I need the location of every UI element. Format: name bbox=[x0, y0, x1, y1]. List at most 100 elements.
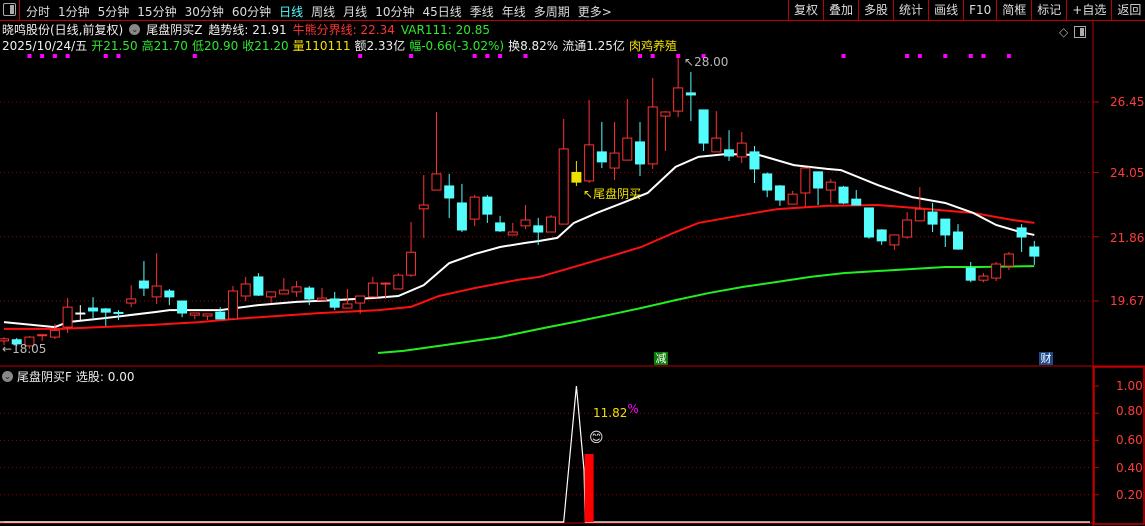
toolbar-button[interactable]: 简框 bbox=[996, 0, 1031, 20]
signal-dot bbox=[968, 54, 973, 58]
candle-body bbox=[151, 285, 162, 298]
candle bbox=[1016, 224, 1027, 252]
indicator-name[interactable]: 尾盘阴买Z bbox=[146, 23, 203, 37]
period-tab[interactable]: 月线 bbox=[343, 5, 368, 19]
reduce-badge[interactable]: 减 bbox=[654, 352, 668, 365]
candle bbox=[762, 172, 773, 198]
candle-body bbox=[762, 173, 773, 191]
toolbar-button[interactable]: 画线 bbox=[928, 0, 963, 20]
candle-body bbox=[1029, 246, 1040, 257]
candle-body bbox=[202, 313, 213, 317]
candle bbox=[520, 205, 531, 230]
indicator-menu-icon[interactable]: ⌄ bbox=[2, 371, 13, 382]
period-tab[interactable]: 分时 bbox=[26, 5, 51, 19]
candle-body bbox=[800, 167, 811, 194]
period-tab[interactable]: 年线 bbox=[501, 5, 526, 19]
candle-body bbox=[342, 303, 353, 309]
candle bbox=[431, 111, 442, 191]
candle-body bbox=[1003, 253, 1014, 267]
candle bbox=[393, 273, 404, 290]
signal-dot bbox=[65, 54, 70, 58]
price-tick: 19.67 bbox=[1110, 294, 1145, 308]
candle-body bbox=[825, 181, 836, 191]
candle bbox=[24, 335, 35, 349]
period-tab[interactable]: 周线 bbox=[311, 5, 336, 19]
period-tab[interactable]: 10分钟 bbox=[375, 5, 415, 19]
candle-body bbox=[482, 196, 493, 215]
candle bbox=[507, 222, 518, 236]
candle bbox=[863, 207, 874, 239]
toolbar-button[interactable]: 返回 bbox=[1111, 0, 1145, 20]
period-tab[interactable]: 60分钟 bbox=[231, 5, 272, 19]
finance-badge[interactable]: 财 bbox=[1039, 352, 1053, 365]
period-tab[interactable]: 日线 bbox=[279, 5, 304, 19]
candle-body bbox=[177, 300, 188, 314]
period-tab[interactable]: 30分钟 bbox=[184, 5, 224, 19]
candle-body bbox=[838, 186, 849, 204]
period-tab[interactable]: 更多> bbox=[577, 5, 612, 19]
toolbar-button[interactable]: 标记 bbox=[1031, 0, 1066, 20]
indicator-menu-icon[interactable]: ⌄ bbox=[129, 24, 141, 35]
low: 低20.90 bbox=[191, 39, 239, 53]
toolbar-button[interactable]: F10 bbox=[963, 0, 996, 20]
candle bbox=[126, 285, 137, 308]
candle bbox=[164, 288, 175, 306]
layout-toggle-icon[interactable] bbox=[1074, 26, 1087, 38]
candle bbox=[724, 130, 735, 161]
change: 幅-0.66(-3.02%) bbox=[409, 39, 505, 53]
bullbear-line-value: 牛熊分界线: 22.34 bbox=[292, 23, 395, 37]
high: 高21.70 bbox=[141, 39, 188, 53]
candle-body bbox=[189, 312, 200, 316]
candle bbox=[991, 261, 1002, 282]
toolbar-button[interactable]: 多股 bbox=[858, 0, 893, 20]
candle bbox=[151, 253, 162, 304]
candle bbox=[584, 99, 595, 184]
candle bbox=[749, 146, 760, 184]
candle-body bbox=[253, 276, 264, 296]
candle bbox=[876, 229, 887, 245]
candle bbox=[304, 286, 315, 306]
period-tab[interactable]: 季线 bbox=[469, 5, 494, 19]
candle bbox=[240, 276, 251, 301]
signal-dot bbox=[103, 54, 108, 58]
sector[interactable]: 肉鸡养殖 bbox=[628, 39, 677, 53]
candle-body bbox=[749, 151, 760, 170]
diamond-icon[interactable]: ◇ bbox=[1059, 25, 1069, 39]
sub-indicator-name[interactable]: 尾盘阴买F bbox=[17, 370, 72, 384]
candle bbox=[825, 178, 836, 203]
signal-dot bbox=[409, 54, 414, 58]
toolbar-button[interactable]: 统计 bbox=[893, 0, 928, 20]
panel-toggle-icon[interactable] bbox=[3, 3, 16, 16]
indicator-header: 晓鸣股份(日线,前复权) ⌄ 尾盘阴买Z 趋势线: 21.91 牛熊分界线: 2… bbox=[2, 21, 490, 38]
candle-body bbox=[940, 218, 951, 236]
candle-body bbox=[49, 329, 60, 338]
sub-tick: 0.60 bbox=[1116, 433, 1143, 447]
candle bbox=[202, 313, 213, 321]
period-tab[interactable]: 15分钟 bbox=[137, 5, 177, 19]
period-tab[interactable]: 1分钟 bbox=[58, 5, 90, 19]
pct-sign: % bbox=[627, 402, 639, 416]
date: 2025/10/24/五 bbox=[2, 39, 88, 53]
candle bbox=[953, 224, 963, 250]
candle bbox=[736, 131, 747, 164]
candle-body bbox=[736, 142, 747, 158]
candle bbox=[0, 337, 9, 346]
candle-body bbox=[469, 196, 480, 220]
period-tab[interactable]: 5分钟 bbox=[97, 5, 130, 19]
candle bbox=[444, 173, 455, 218]
period-tab[interactable]: 多周期 bbox=[533, 5, 570, 19]
candle-body bbox=[278, 289, 289, 295]
toolbar-button[interactable]: 复权 bbox=[788, 0, 823, 20]
candle-body bbox=[774, 185, 785, 201]
price-tick: 21.86 bbox=[1110, 231, 1145, 245]
candle-body bbox=[355, 295, 366, 304]
candle bbox=[456, 183, 467, 233]
candle bbox=[914, 187, 925, 222]
period-tab[interactable]: 45日线 bbox=[422, 5, 462, 19]
toolbar-button[interactable]: +自选 bbox=[1066, 0, 1111, 20]
candle bbox=[62, 298, 73, 333]
candle bbox=[558, 119, 569, 225]
toolbar-button[interactable]: 叠加 bbox=[823, 0, 858, 20]
candle-body bbox=[164, 290, 175, 298]
